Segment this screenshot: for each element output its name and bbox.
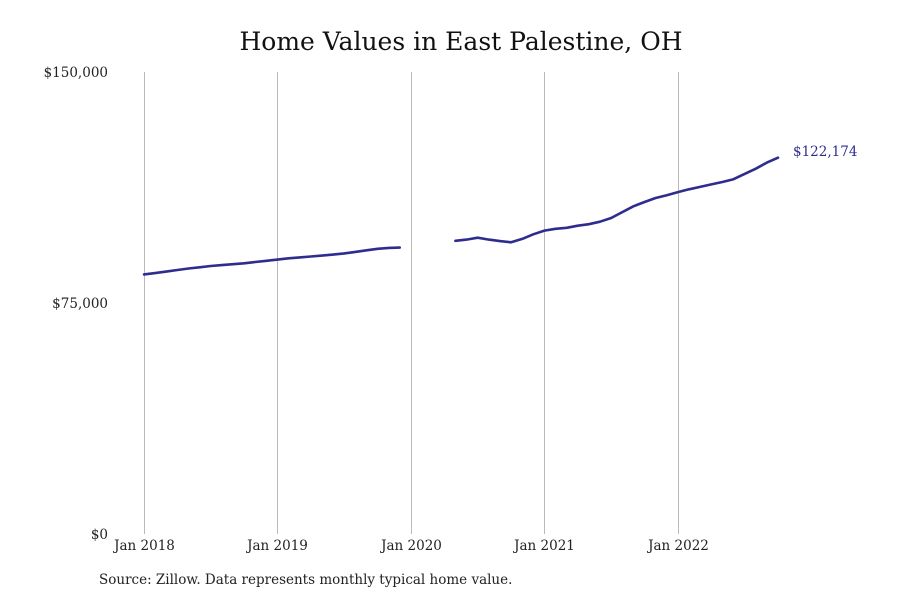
data-point-2018-05 (187, 267, 190, 270)
data-point-2019-08 (354, 251, 357, 254)
y-axis-tick-labels: $0 $75,000 $150,000 (44, 65, 108, 543)
data-point-2018-07 (209, 265, 212, 268)
x-tick-label: Jan 2020 (379, 538, 442, 554)
x-tick-label: Jan 2019 (245, 538, 308, 554)
data-point-2022-01 (677, 191, 680, 194)
data-point-2018-09 (232, 263, 235, 266)
y-tick-label: $150,000 (44, 65, 108, 81)
data-point-2018-11 (254, 261, 257, 264)
data-point-2022-10 (777, 156, 780, 159)
x-tick-label: Jan 2022 (646, 538, 709, 554)
data-point-2018-02 (154, 272, 157, 275)
data-points (143, 156, 780, 275)
data-point-2019-01 (276, 258, 279, 261)
data-point-2020-10 (510, 241, 513, 244)
data-point-2021-09 (632, 205, 635, 208)
data-point-2021-07 (610, 217, 613, 220)
x-tick-label: Jan 2018 (112, 538, 175, 554)
source-note: Source: Zillow. Data represents monthly … (99, 572, 513, 588)
data-point-2021-05 (588, 223, 591, 226)
data-point-2018-08 (221, 264, 224, 267)
data-point-2021-01 (543, 229, 546, 232)
series-lines (142, 156, 780, 276)
data-point-2022-03 (699, 186, 702, 189)
data-point-2022-09 (766, 161, 769, 164)
data-point-2019-09 (365, 249, 368, 252)
data-point-2021-10 (643, 201, 646, 204)
x-axis-tick-labels: Jan 2018 Jan 2019 Jan 2020 Jan 2021 Jan 2022 (112, 538, 709, 554)
chart-title: Home Values in East Palestine, OH (239, 27, 683, 56)
data-point-2021-06 (599, 220, 602, 223)
data-point-2020-11 (521, 238, 524, 241)
data-point-2022-06 (732, 178, 735, 181)
y-tick-label: $0 (91, 527, 108, 543)
data-point-2018-03 (165, 270, 168, 273)
data-point-2019-12 (399, 246, 402, 249)
data-point-2019-04 (310, 255, 313, 258)
grid-lines (144, 72, 679, 534)
data-labels: $122,174 (793, 144, 857, 160)
data-point-2021-04 (577, 224, 580, 227)
data-point-2021-12 (666, 194, 669, 197)
data-point-2020-12 (532, 233, 535, 236)
data-point-2018-01 (143, 273, 146, 276)
data-point-2021-03 (565, 227, 568, 230)
data-point-2020-06 (465, 238, 468, 241)
x-tick-label: Jan 2021 (512, 538, 575, 554)
data-point-2018-06 (198, 266, 201, 269)
data-point-2019-11 (387, 247, 390, 250)
series-line-segment-1 (142, 246, 402, 276)
data-point-2021-08 (621, 211, 624, 214)
data-point-2022-05 (721, 181, 724, 184)
end-value-label: $122,174 (793, 144, 857, 160)
data-point-2021-11 (654, 197, 657, 200)
data-point-2019-10 (376, 248, 379, 251)
data-point-2019-05 (321, 254, 324, 257)
data-point-2019-07 (343, 252, 346, 255)
data-point-2020-09 (499, 240, 502, 243)
data-point-2021-02 (554, 228, 557, 231)
data-point-2019-06 (332, 253, 335, 256)
y-tick-label: $75,000 (52, 296, 108, 312)
data-point-2019-03 (298, 256, 301, 259)
data-point-2018-12 (265, 260, 268, 263)
data-point-2022-02 (688, 188, 691, 191)
data-point-2018-10 (243, 262, 246, 265)
data-point-2020-07 (476, 236, 479, 239)
data-point-2020-05 (454, 240, 457, 243)
data-point-2022-04 (710, 183, 713, 186)
series-line-segment-2 (454, 156, 780, 244)
data-point-2019-02 (287, 257, 290, 260)
data-point-2020-08 (488, 238, 491, 241)
data-point-2022-07 (743, 173, 746, 176)
data-point-2022-08 (755, 167, 758, 170)
data-point-2018-04 (176, 269, 179, 272)
